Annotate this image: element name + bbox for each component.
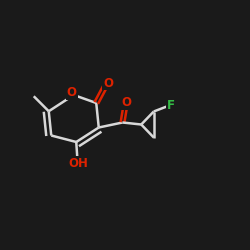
Text: O: O bbox=[67, 86, 77, 99]
Text: O: O bbox=[122, 96, 132, 109]
Text: O: O bbox=[103, 76, 113, 90]
Text: F: F bbox=[167, 100, 175, 112]
Text: OH: OH bbox=[68, 157, 88, 170]
